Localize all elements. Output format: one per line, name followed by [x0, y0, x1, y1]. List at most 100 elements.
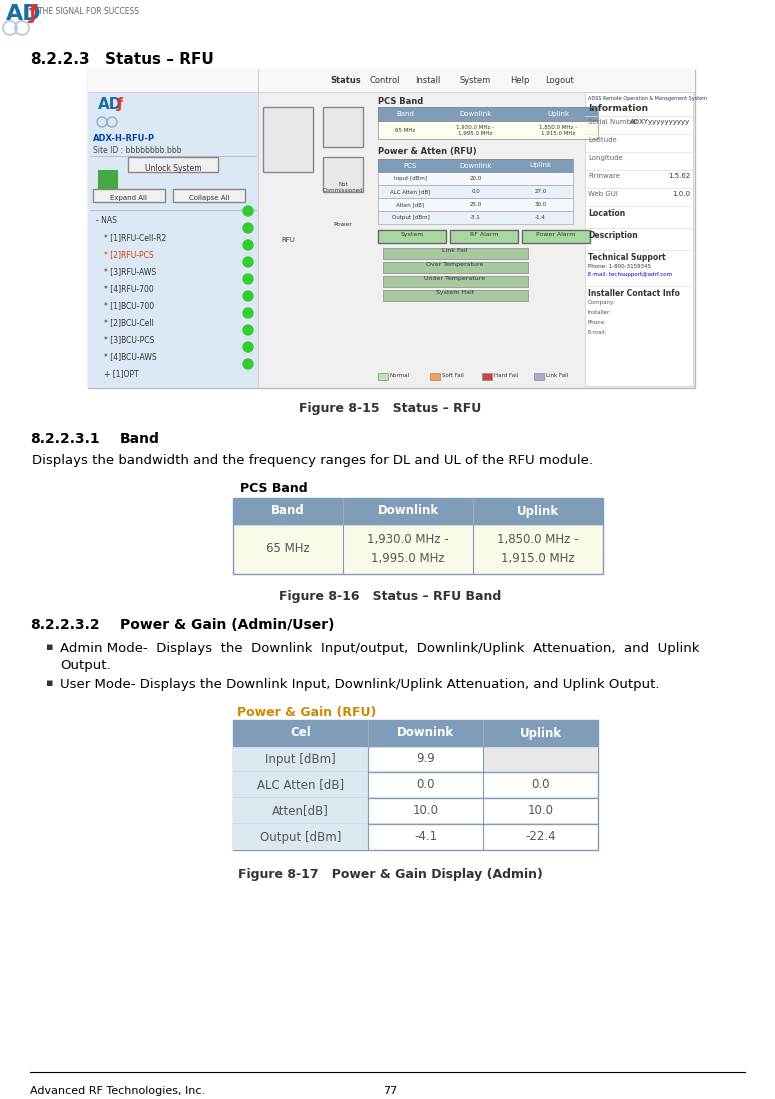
- Bar: [88, 92, 258, 388]
- Text: 8.2.2.3.1: 8.2.2.3.1: [30, 432, 100, 446]
- Text: * [3]BCU-PCS: * [3]BCU-PCS: [104, 335, 154, 344]
- Text: Displays the bandwidth and the frequency ranges for DL and UL of the RFU module.: Displays the bandwidth and the frequency…: [32, 454, 593, 467]
- Text: 1,930.0 MHz -
1,995.0 MHz: 1,930.0 MHz - 1,995.0 MHz: [367, 533, 449, 565]
- Text: -3.1: -3.1: [470, 215, 480, 220]
- Bar: [482, 373, 492, 380]
- Bar: [534, 373, 544, 380]
- Text: Logout: Logout: [545, 76, 574, 85]
- Circle shape: [243, 291, 253, 301]
- Text: -4.1: -4.1: [414, 831, 437, 844]
- Text: 0.0: 0.0: [531, 778, 549, 791]
- Bar: [378, 230, 446, 243]
- Text: Installer Contact Info: Installer Contact Info: [588, 289, 680, 298]
- Text: Atten[dB]: Atten[dB]: [272, 804, 329, 818]
- Text: Site ID : bbbbbbbb.bbb: Site ID : bbbbbbbb.bbb: [93, 146, 181, 155]
- Text: 8.2.2.3: 8.2.2.3: [30, 52, 90, 67]
- Bar: [233, 498, 603, 524]
- Text: 9.9: 9.9: [416, 753, 435, 766]
- Text: Output [dBm]: Output [dBm]: [260, 831, 341, 844]
- Text: Expand All: Expand All: [111, 195, 147, 201]
- Text: 27.0: 27.0: [535, 189, 546, 195]
- Text: ADX-H-RFU-P: ADX-H-RFU-P: [93, 134, 155, 143]
- Text: ALC Atten [dB]: ALC Atten [dB]: [257, 778, 344, 791]
- Bar: [383, 276, 528, 287]
- Bar: [378, 198, 573, 211]
- Bar: [378, 159, 573, 173]
- Text: ▪: ▪: [46, 678, 53, 688]
- Text: Output [dBm]: Output [dBm]: [391, 215, 429, 220]
- Text: * [2]RFU-PCS: * [2]RFU-PCS: [104, 249, 153, 259]
- Text: PCS: PCS: [404, 163, 417, 168]
- Bar: [522, 230, 590, 243]
- Text: ƒ: ƒ: [28, 4, 36, 23]
- Text: User Mode- Displays the Downlink Input, Downlink/Uplink Attenuation, and Uplink : User Mode- Displays the Downlink Input, …: [60, 678, 660, 691]
- Bar: [98, 170, 118, 192]
- Text: * [1]BCU-700: * [1]BCU-700: [104, 301, 154, 310]
- Text: Downlink: Downlink: [460, 163, 491, 168]
- Bar: [233, 798, 368, 824]
- Text: Band: Band: [120, 432, 160, 446]
- Text: 65 MHz: 65 MHz: [395, 127, 415, 133]
- Bar: [233, 720, 598, 746]
- Text: Longitude: Longitude: [588, 155, 623, 160]
- Text: Phone:: Phone:: [588, 320, 607, 325]
- Text: AD: AD: [98, 97, 122, 112]
- Text: Latitude: Latitude: [588, 137, 617, 143]
- Text: Hard Fail: Hard Fail: [494, 373, 518, 378]
- Text: Uplink: Uplink: [519, 726, 562, 740]
- Bar: [378, 185, 573, 198]
- Text: Installer:: Installer:: [588, 310, 612, 315]
- Text: -1.4: -1.4: [535, 215, 546, 220]
- Text: Atten [dB]: Atten [dB]: [397, 202, 425, 207]
- Text: Unlock System: Unlock System: [145, 164, 202, 173]
- Text: AD: AD: [6, 4, 42, 24]
- Text: ▪: ▪: [46, 642, 53, 652]
- Text: Control: Control: [370, 76, 401, 85]
- Text: Power Alarm: Power Alarm: [536, 232, 576, 237]
- Circle shape: [243, 342, 253, 352]
- Text: Status – RFU: Status – RFU: [105, 52, 214, 67]
- Bar: [233, 524, 603, 574]
- Text: Figure 8-16   Status – RFU Band: Figure 8-16 Status – RFU Band: [279, 590, 501, 603]
- Text: Technical Support: Technical Support: [588, 253, 666, 262]
- Bar: [378, 107, 598, 121]
- Bar: [233, 798, 598, 824]
- Text: 30.0: 30.0: [535, 202, 546, 207]
- Text: 10.0: 10.0: [412, 804, 439, 818]
- Text: ADSS Remote Operation & Management System: ADSS Remote Operation & Management Syste…: [588, 96, 707, 101]
- Text: Firmware: Firmware: [588, 173, 620, 179]
- Text: Power: Power: [333, 222, 353, 227]
- Text: 🔒: 🔒: [103, 180, 113, 198]
- Bar: [128, 157, 218, 173]
- Text: Collapse All: Collapse All: [189, 195, 229, 201]
- Text: Over Temperature: Over Temperature: [426, 262, 484, 267]
- Text: 8.2.2.3.2: 8.2.2.3.2: [30, 618, 100, 632]
- Text: 20.0: 20.0: [470, 176, 481, 181]
- Text: Advanced RF Technologies, Inc.: Advanced RF Technologies, Inc.: [30, 1086, 205, 1096]
- Text: Cel: Cel: [290, 726, 311, 740]
- Bar: [383, 248, 528, 259]
- Bar: [585, 92, 693, 386]
- Bar: [323, 157, 363, 192]
- Bar: [88, 70, 695, 92]
- Text: 1,930.0 MHz -
1,995.0 MHz: 1,930.0 MHz - 1,995.0 MHz: [456, 124, 494, 135]
- Bar: [233, 771, 598, 798]
- Text: Uplink: Uplink: [547, 111, 569, 116]
- Text: Link Fail: Link Fail: [443, 248, 467, 253]
- Bar: [378, 107, 598, 121]
- Bar: [378, 173, 573, 185]
- Text: Downink: Downink: [397, 726, 454, 740]
- Text: Input [dBm]: Input [dBm]: [265, 753, 336, 766]
- Text: Figure 8-17   Power & Gain Display (Admin): Figure 8-17 Power & Gain Display (Admin): [238, 868, 542, 881]
- Text: Band: Band: [397, 111, 415, 116]
- Bar: [378, 373, 388, 380]
- Text: Phone: 1-800-3159345: Phone: 1-800-3159345: [588, 264, 651, 269]
- Bar: [383, 290, 528, 301]
- Text: Company:: Company:: [588, 300, 616, 306]
- Circle shape: [243, 274, 253, 284]
- Circle shape: [243, 240, 253, 249]
- Text: ADXYyyyyyyyyyy: ADXYyyyyyyyyyy: [630, 119, 690, 125]
- Text: 1.5.62: 1.5.62: [668, 173, 690, 179]
- Text: Description: Description: [588, 231, 638, 240]
- Bar: [233, 498, 603, 524]
